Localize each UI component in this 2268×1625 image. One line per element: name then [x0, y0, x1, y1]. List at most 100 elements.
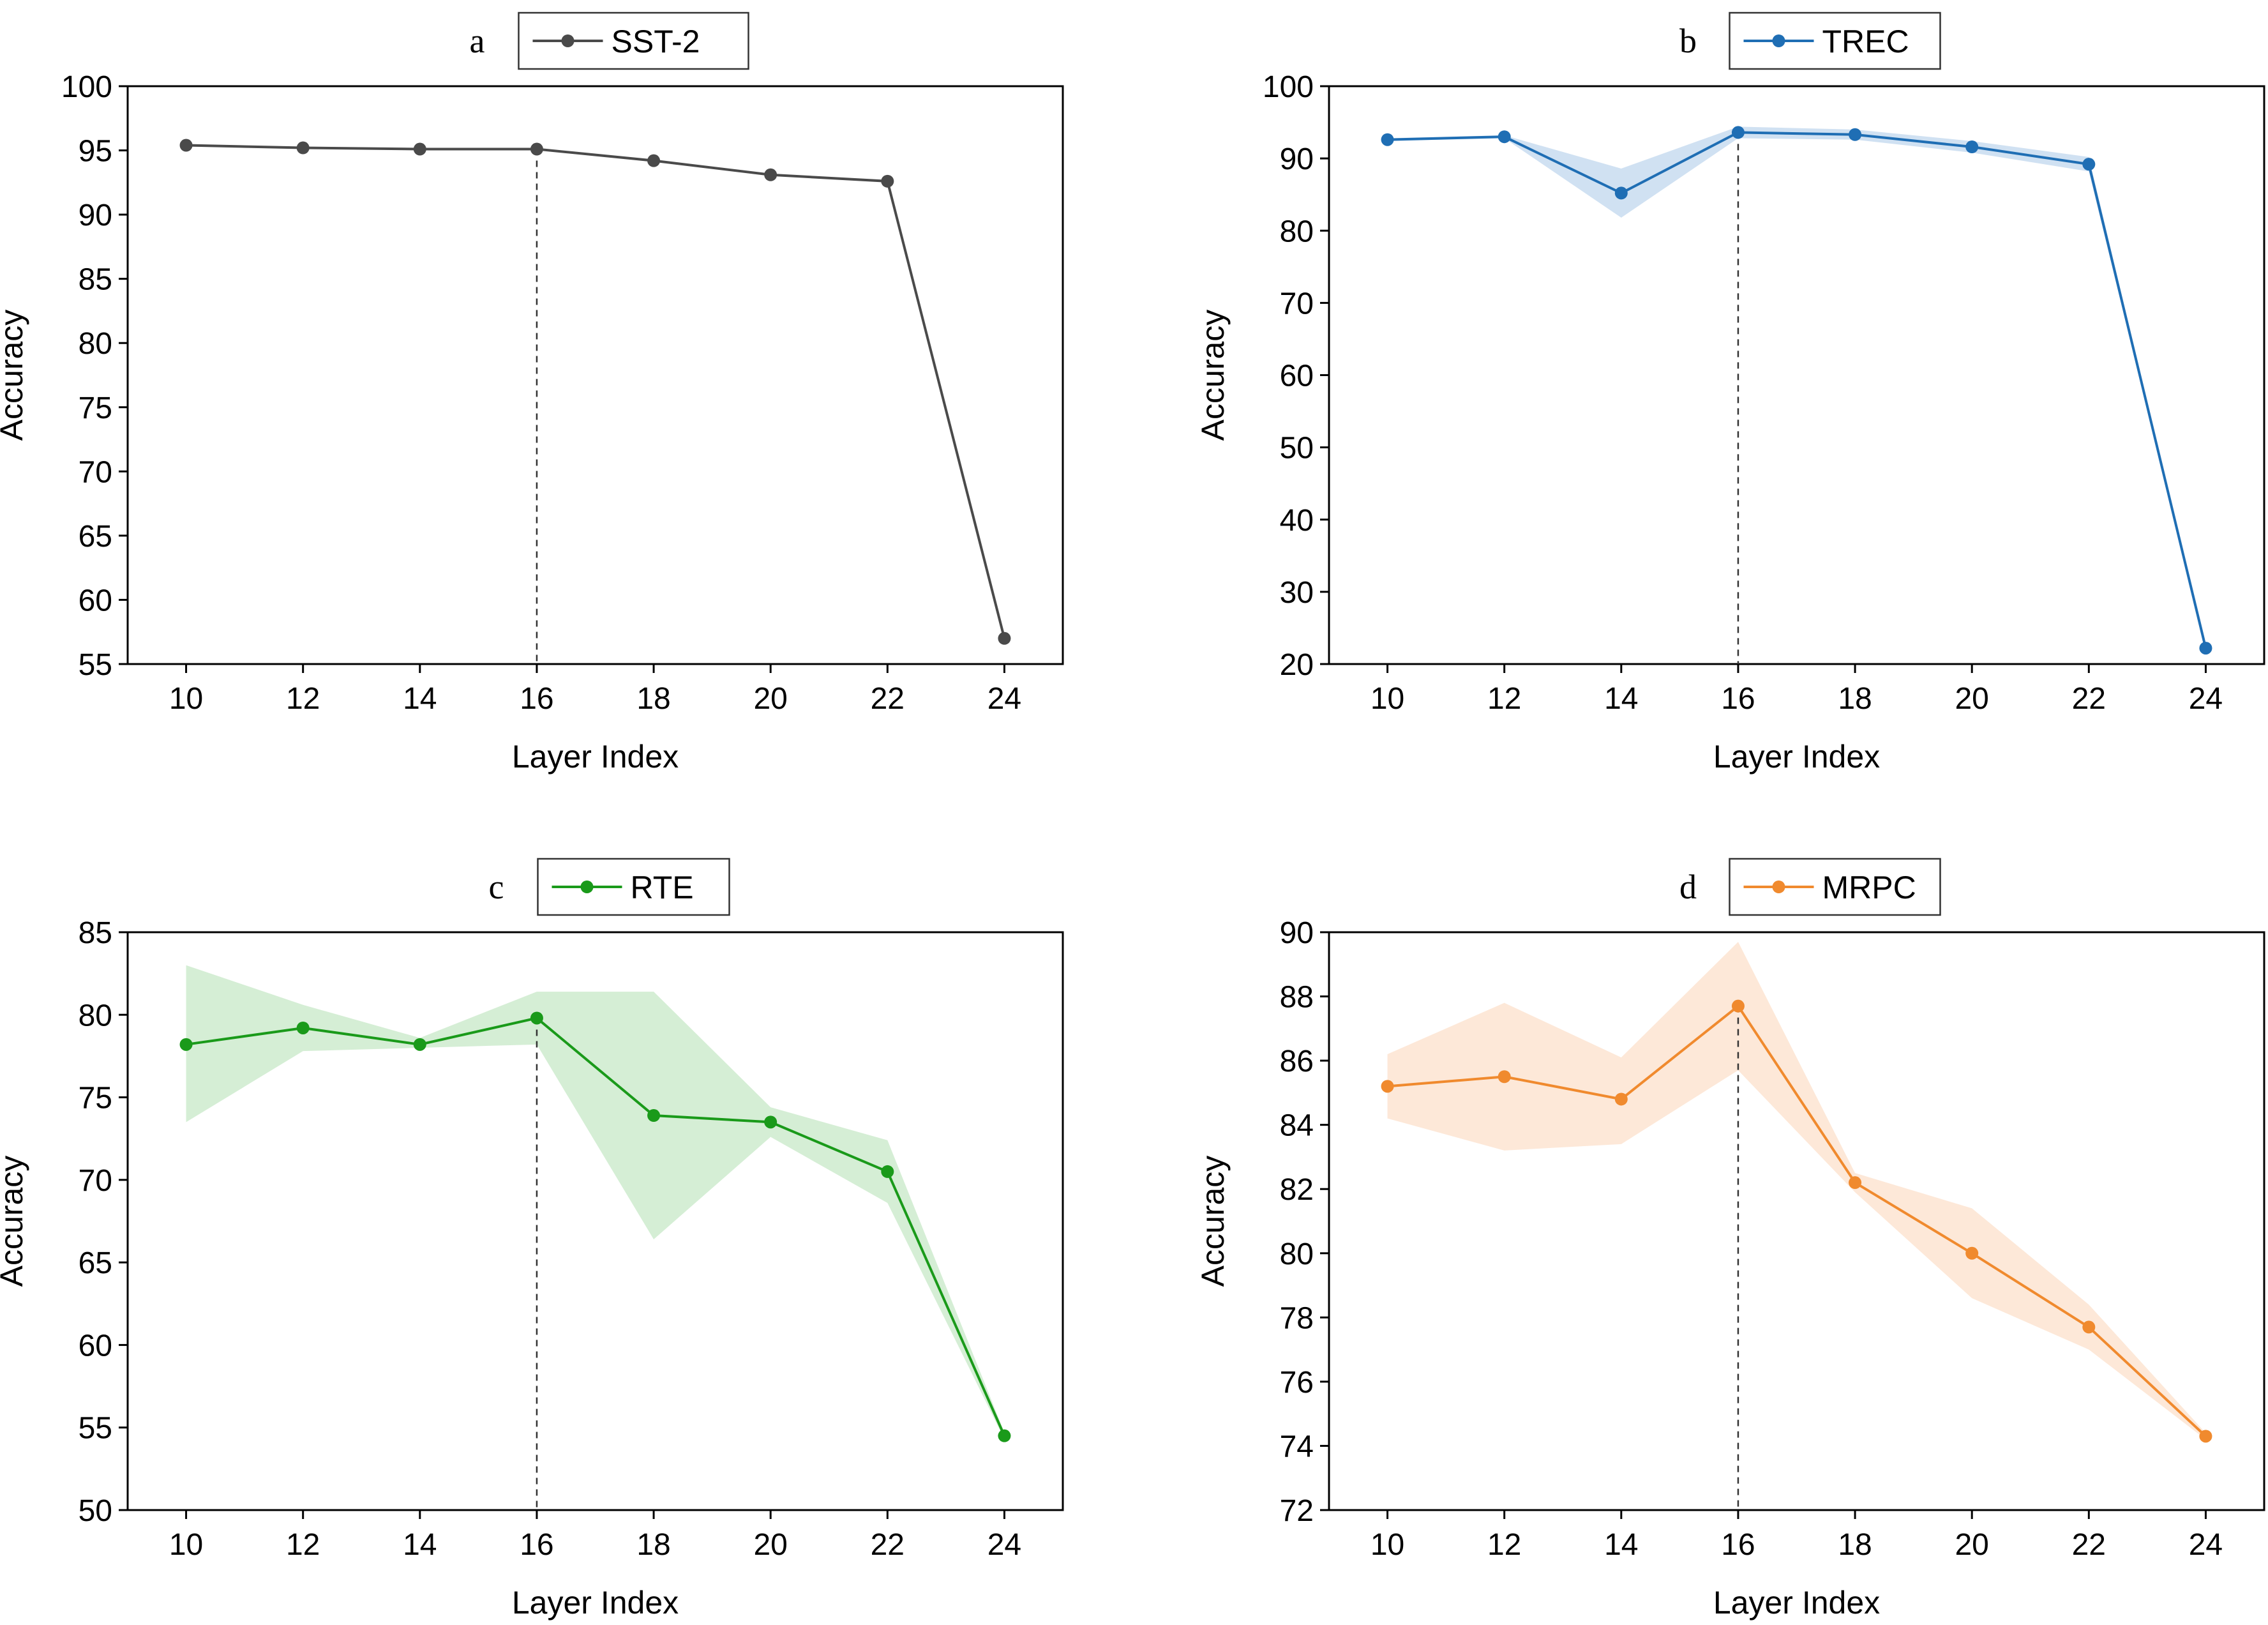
y-tick-label: 55 [79, 1412, 112, 1446]
y-tick-label: 60 [79, 1329, 112, 1363]
y-tick-label: 74 [1280, 1430, 1314, 1463]
x-tick-label: 20 [1955, 682, 1988, 716]
plot-frame [126, 85, 1064, 665]
x-tick-label: 10 [1371, 682, 1404, 716]
x-tick-label: 24 [988, 1528, 1021, 1562]
legend-label: RTE [631, 870, 694, 905]
y-tick-label: 50 [1280, 432, 1314, 465]
data-point [1731, 999, 1745, 1013]
x-tick-label: 12 [286, 1528, 320, 1562]
data-point [647, 154, 661, 167]
x-tick-label: 12 [286, 682, 320, 716]
y-tick-label: 100 [1263, 70, 1314, 104]
data-point [764, 1115, 777, 1129]
legend-label: SST-2 [612, 24, 700, 59]
data-point [2199, 642, 2212, 655]
x-tick-label: 14 [1604, 682, 1638, 716]
x-axis-title: Layer Index [1713, 739, 1880, 775]
x-tick-label: 16 [1721, 1528, 1755, 1562]
data-point [881, 1165, 894, 1178]
data-point [296, 141, 310, 155]
x-axis-title: Layer Index [512, 739, 679, 775]
y-tick-label: 90 [1280, 142, 1314, 176]
x-tick-label: 14 [403, 1528, 437, 1562]
plot-frame [1328, 85, 2265, 665]
data-point [179, 139, 193, 152]
y-tick-label: 65 [79, 1246, 112, 1280]
x-tick-label: 18 [1838, 1528, 1872, 1562]
y-tick-label: 78 [1280, 1301, 1314, 1335]
y-tick-label: 75 [79, 1082, 112, 1115]
data-point [413, 1038, 426, 1051]
legend-marker [561, 34, 575, 47]
x-tick-label: 16 [520, 682, 553, 716]
x-tick-label: 10 [169, 682, 203, 716]
data-point [881, 174, 894, 188]
y-tick-label: 20 [1280, 648, 1314, 682]
legend-label: TREC [1822, 24, 1909, 59]
data-point [1498, 1070, 1511, 1084]
plot-frame [126, 931, 1064, 1511]
data-point [998, 631, 1011, 645]
y-tick-label: 80 [1280, 1237, 1314, 1271]
confidence-band [1387, 942, 2206, 1440]
legend-marker [1772, 881, 1785, 893]
y-tick-label: 88 [1280, 981, 1314, 1015]
legend-label: MRPC [1822, 870, 1916, 905]
x-tick-label: 20 [1955, 1528, 1988, 1562]
y-tick-label: 75 [79, 391, 112, 425]
y-tick-label: 100 [61, 70, 112, 104]
x-tick-label: 14 [403, 682, 437, 716]
series-line [186, 1017, 1006, 1437]
x-tick-label: 10 [1371, 1528, 1404, 1562]
legend-marker [1772, 34, 1785, 47]
confidence-band [1387, 126, 2206, 650]
data-point [1849, 1176, 1862, 1190]
series-line [186, 144, 1006, 639]
y-tick-label: 40 [1280, 504, 1314, 538]
data-point [296, 1021, 310, 1034]
y-tick-label: 70 [79, 1164, 112, 1198]
y-tick-label: 80 [1280, 215, 1314, 248]
x-tick-label: 22 [871, 682, 905, 716]
y-tick-label: 90 [79, 199, 112, 232]
data-point [1965, 140, 1979, 154]
y-axis-title: Accuracy [1195, 1156, 1231, 1287]
data-point [1381, 133, 1394, 146]
x-tick-label: 20 [753, 1528, 787, 1562]
data-point [179, 1038, 193, 1051]
x-tick-label: 12 [1487, 682, 1521, 716]
y-tick-label: 70 [79, 455, 112, 489]
x-tick-label: 22 [871, 1528, 905, 1562]
panel-label: d [1679, 868, 1697, 906]
y-tick-label: 80 [79, 999, 112, 1032]
legend-box [1729, 11, 1941, 70]
y-tick-label: 70 [1280, 287, 1314, 321]
x-tick-label: 20 [753, 682, 787, 716]
data-point [2082, 158, 2096, 171]
x-tick-label: 22 [2072, 682, 2106, 716]
y-tick-label: 65 [79, 520, 112, 554]
y-tick-label: 60 [1280, 359, 1314, 393]
y-tick-label: 95 [79, 135, 112, 169]
x-tick-label: 22 [2072, 1528, 2106, 1562]
data-point [1614, 186, 1628, 200]
x-axis-title: Layer Index [1713, 1585, 1880, 1621]
data-point [998, 1429, 1011, 1442]
y-axis-title: Accuracy [1195, 310, 1231, 441]
panel-label: b [1679, 22, 1697, 60]
x-tick-label: 12 [1487, 1528, 1521, 1562]
chart-panel-c: 10 12 14 16 18 20 22 24 50 55 60 65 70 75 80 85 Layer In… [0, 858, 1064, 1621]
data-point [1731, 126, 1745, 139]
x-tick-label: 24 [2189, 1528, 2223, 1562]
y-axis-title: Accuracy [0, 1156, 29, 1287]
data-point [1498, 130, 1511, 144]
data-point [1381, 1080, 1394, 1093]
x-tick-label: 24 [988, 682, 1021, 716]
series-line [1387, 131, 2207, 649]
data-point [2199, 1430, 2212, 1443]
confidence-band [186, 965, 1005, 1439]
y-tick-label: 85 [79, 916, 112, 950]
panel-label: a [470, 22, 485, 60]
